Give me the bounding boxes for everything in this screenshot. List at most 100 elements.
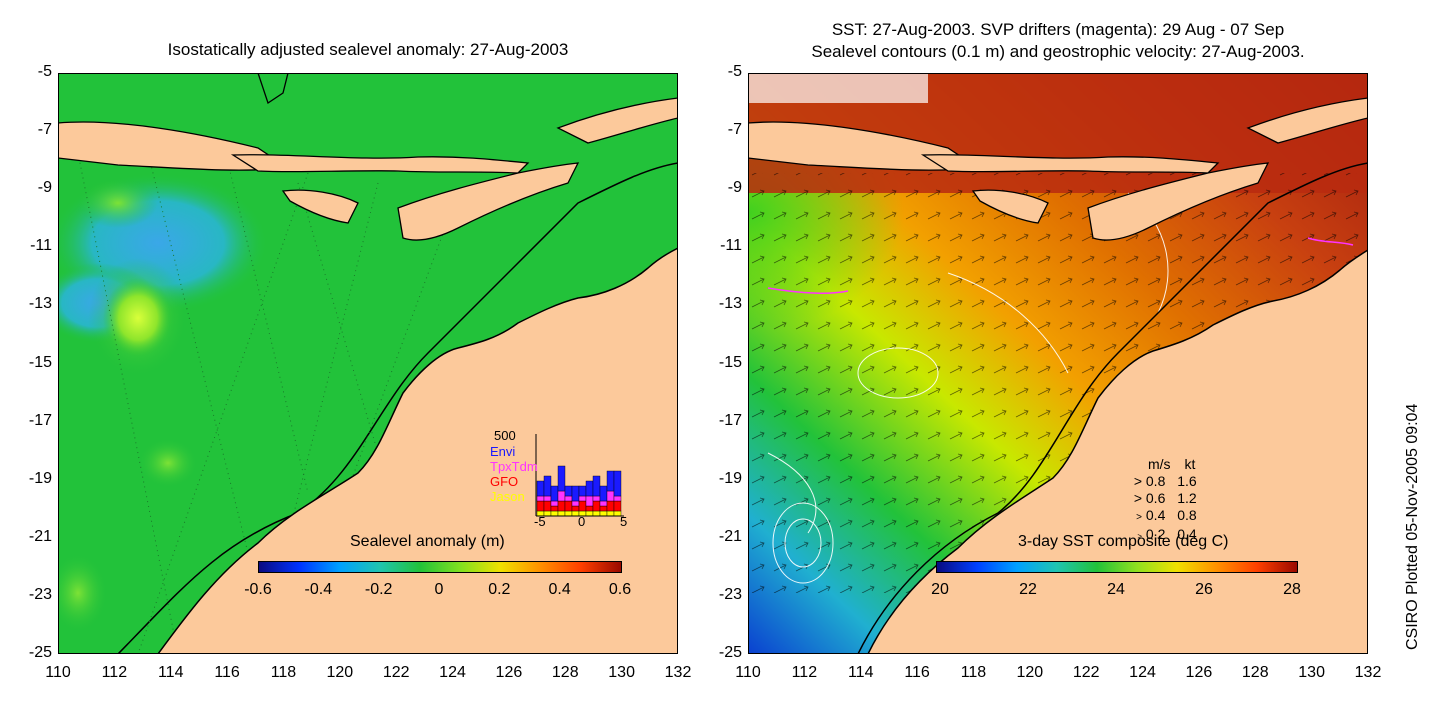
left-colorbar-ticks: -0.6 -0.4 -0.2 0 0.2 0.4 0.6 xyxy=(244,581,631,601)
x-tick-label: 112 xyxy=(101,664,128,681)
y-tick-label: -15 xyxy=(28,353,52,371)
speed-legend-row: > 0.6 1.2 xyxy=(1120,490,1197,507)
colorbar-tick-label: 0.6 xyxy=(608,581,632,598)
inset-ytick: 500 xyxy=(494,428,516,443)
y-tick-label: -5 xyxy=(37,63,52,80)
x-tick-label: 124 xyxy=(439,664,466,681)
histogram-bar-tpx xyxy=(613,495,622,502)
histogram-bar-jason xyxy=(592,510,601,517)
x-tick-label: 116 xyxy=(214,664,240,681)
y-tick-label: -11 xyxy=(720,237,742,255)
right-colorbar-ticks: 20 22 24 26 28 xyxy=(931,581,1301,601)
y-tick-label: -21 xyxy=(28,527,52,545)
histogram-bar-envi xyxy=(571,485,580,502)
x-tick-label: 124 xyxy=(1129,664,1156,681)
histogram-bar-gfo xyxy=(599,505,608,512)
y-tick-label: -23 xyxy=(718,585,742,603)
histogram-bar-envi xyxy=(543,475,552,497)
histogram-bar-tpx xyxy=(599,500,608,507)
histogram-bar-tpx xyxy=(536,495,545,502)
x-tick-label: 118 xyxy=(960,664,987,681)
speed-kt: 1.6 xyxy=(1177,473,1197,489)
histogram-bar-envi xyxy=(550,485,559,502)
y-tick-label: -9 xyxy=(727,179,742,197)
histogram-bar-tpx xyxy=(592,495,601,502)
x-tick-label: 110 xyxy=(45,664,71,681)
histogram-bar-gfo xyxy=(564,500,573,512)
histogram-bar-jason xyxy=(606,510,615,517)
histogram-bar-tpx xyxy=(585,495,594,507)
arrow-icon: > xyxy=(1136,512,1142,523)
histogram-bar-gfo xyxy=(571,505,580,512)
histogram-bar-jason xyxy=(557,510,566,517)
histogram-bar-envi xyxy=(578,485,587,497)
colorbar-tick-label: 24 xyxy=(1107,581,1125,598)
colorbar-tick-label: -0.2 xyxy=(364,581,393,598)
inset-xtick-minus5: -5 xyxy=(534,514,546,529)
y-tick-label: -13 xyxy=(28,295,52,313)
speed-kt: 1.2 xyxy=(1177,490,1197,506)
x-tick-label: 126 xyxy=(495,664,523,681)
inset-legend-gfo: GFO xyxy=(490,474,519,489)
colorbar-tick-label: 22 xyxy=(1019,581,1037,598)
histogram-bar-tpx xyxy=(550,500,559,507)
arrow-icon: > xyxy=(1133,490,1142,506)
speed-legend-row: > 0.8 1.6 xyxy=(1120,473,1197,490)
x-tick-label: 116 xyxy=(904,664,930,681)
y-tick-label: -7 xyxy=(37,121,52,139)
left-colorbar-label: Sealevel anomaly (m) xyxy=(350,533,505,550)
histogram-bar-jason xyxy=(564,510,573,517)
x-tick-label: 128 xyxy=(1241,664,1269,681)
colorbar-tick-label: -0.6 xyxy=(244,581,272,598)
histogram-bar-gfo xyxy=(613,500,622,512)
right-panel-title-line1: SST: 27-Aug-2003. SVP drifters (magenta)… xyxy=(831,20,1285,39)
speed-ms: 0.2 xyxy=(1145,526,1166,542)
x-tick-label: 112 xyxy=(791,664,818,681)
y-tick-label: -9 xyxy=(37,179,52,197)
histogram-bar-envi xyxy=(613,470,622,497)
histogram-bar-envi xyxy=(606,470,615,492)
y-tick-label: -25 xyxy=(28,644,52,661)
histogram-bar-gfo xyxy=(550,505,559,512)
speed-legend-row: > 0.4 0.8 xyxy=(1120,507,1197,526)
right-colorbar-label: 3-day SST composite (deg C) xyxy=(1018,533,1229,550)
speed-legend-header: m/s kt xyxy=(1120,456,1197,473)
y-tick-label: -19 xyxy=(718,469,742,487)
histogram-bar-tpx xyxy=(606,490,615,502)
inset-legend-envi: Envi xyxy=(490,444,516,459)
x-tick-label: 132 xyxy=(664,664,692,681)
colorbar-tick-label: -0.4 xyxy=(304,581,333,598)
x-tick-label: 130 xyxy=(608,664,635,681)
x-tick-label: 120 xyxy=(1016,664,1044,681)
left-panel-title: Isostatically adjusted sealevel anomaly:… xyxy=(167,40,569,59)
histogram-bar-envi xyxy=(585,480,594,497)
histogram-bar-jason xyxy=(599,510,608,517)
x-tick-label: 110 xyxy=(735,664,761,681)
histogram-bar-jason xyxy=(585,510,594,517)
y-tick-label: -11 xyxy=(30,237,52,255)
altimeter-histogram xyxy=(534,434,626,520)
speed-ms: 0.6 xyxy=(1145,490,1166,506)
arrow-icon: > xyxy=(1137,532,1142,541)
inset-legend-tpxtdm: TpxTdm xyxy=(490,459,538,474)
colorbar-tick-label: 0.4 xyxy=(548,581,571,598)
colorbar-tick-label: 28 xyxy=(1283,581,1301,598)
inset-legend: Envi TpxTdm GFO Jason xyxy=(490,444,538,504)
right-colorbar xyxy=(936,561,1298,573)
histogram-bar-envi xyxy=(557,465,566,492)
arrow-icon: > xyxy=(1133,473,1142,489)
y-tick-label: -23 xyxy=(28,585,52,603)
colorbar-tick-label: 20 xyxy=(931,581,949,598)
x-tick-label: 122 xyxy=(1072,664,1100,681)
x-tick-label: 120 xyxy=(326,664,354,681)
histogram-bar-gfo xyxy=(543,500,552,512)
left-colorbar xyxy=(258,561,622,573)
y-tick-label: -17 xyxy=(718,411,742,429)
x-tick-label: 132 xyxy=(1354,664,1382,681)
speed-ms: 0.4 xyxy=(1145,507,1166,523)
x-tick-label: 128 xyxy=(551,664,579,681)
speed-legend-row: > 0.2 0.4 xyxy=(1120,526,1196,545)
histogram-bar-envi xyxy=(592,475,601,497)
histogram-bar-tpx xyxy=(557,490,566,502)
x-tick-label: 130 xyxy=(1298,664,1325,681)
